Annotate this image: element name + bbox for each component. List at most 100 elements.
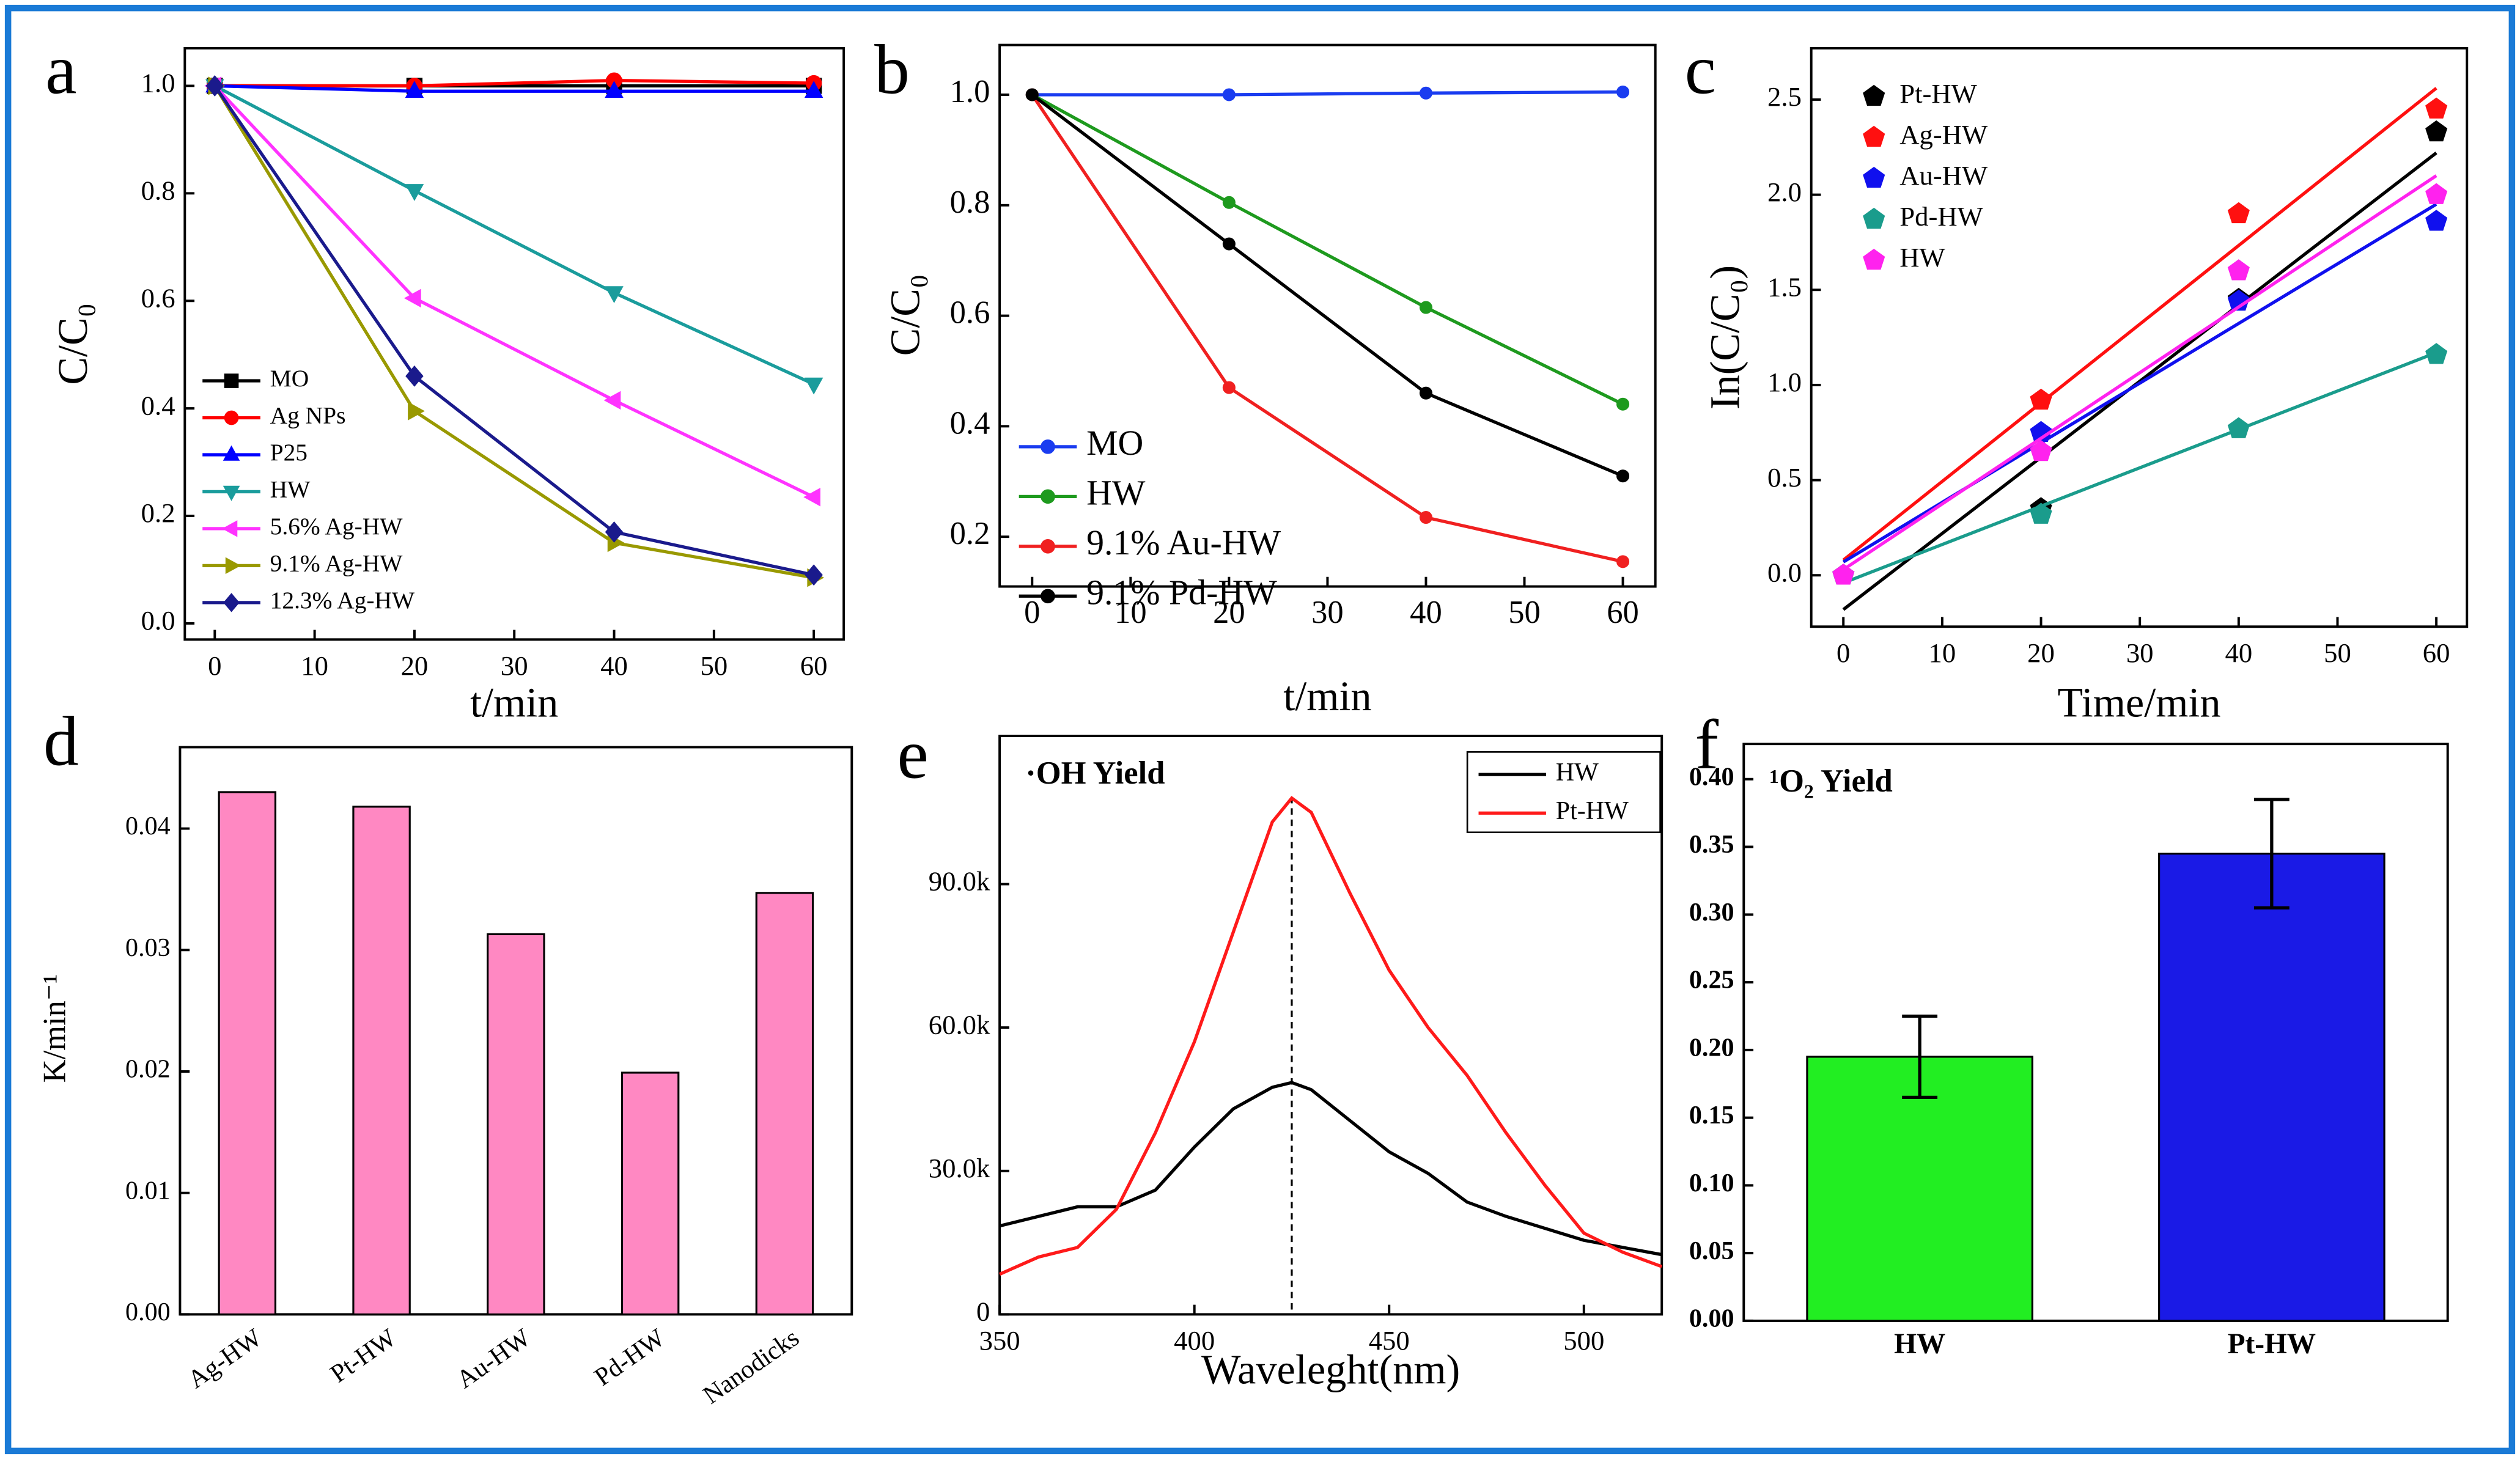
- marker: [1419, 301, 1432, 314]
- plot-frame: [183, 46, 846, 641]
- marker: [1222, 88, 1236, 101]
- marker: [405, 365, 424, 387]
- y-tick-label: 0.05: [1689, 1237, 1734, 1265]
- legend-label: 5.6% Ag-HW: [270, 513, 403, 540]
- x-axis-label: Time/min: [2057, 679, 2220, 726]
- x-tick-label: 20: [401, 650, 429, 681]
- y-axis-label: In(C/C₀): [1701, 265, 1748, 410]
- marker: [1025, 88, 1039, 101]
- x-tick-label: 20: [1213, 595, 1245, 630]
- bar: [755, 892, 814, 1315]
- panel-letter: d: [43, 703, 79, 781]
- y-tick-label: 0.15: [1689, 1101, 1734, 1130]
- series-line: [213, 84, 815, 499]
- x-axis-label: Waveleght(nm): [1201, 1346, 1460, 1392]
- y-tick-label: 0.0: [1767, 557, 1802, 587]
- marker: [603, 391, 621, 410]
- x-tick-label: 0: [1024, 595, 1040, 630]
- y-tick-label: 1.5: [1767, 271, 1802, 302]
- series-line: [213, 85, 814, 579]
- y-tick-label: 90.0k: [929, 866, 990, 897]
- y-axis-label: K/min⁻¹: [37, 974, 73, 1083]
- x-tick-label: 400: [1174, 1325, 1215, 1356]
- marker: [403, 288, 421, 308]
- series-line: [1031, 93, 1624, 478]
- marker: [222, 520, 238, 537]
- y-tick-label: 0.4: [141, 390, 175, 421]
- marker: [223, 485, 240, 501]
- marker: [2425, 343, 2448, 364]
- x-tick-label: 60: [2423, 638, 2450, 668]
- y-tick-label: 0.00: [1689, 1305, 1734, 1333]
- marker: [605, 521, 624, 543]
- marker: [2227, 202, 2250, 224]
- x-tick-label: 50: [700, 650, 728, 681]
- fit-line: [1842, 87, 2437, 562]
- y-tick-label: 0.10: [1689, 1169, 1734, 1197]
- marker: [804, 377, 823, 395]
- panel-letter: a: [45, 31, 76, 109]
- marker: [1863, 125, 1885, 147]
- marker: [1616, 397, 1630, 411]
- y-tick-label: 2.0: [1767, 177, 1802, 207]
- y-tick-label: 0.2: [141, 498, 175, 528]
- series-line: [1031, 93, 1624, 406]
- figure-border: [4, 4, 2516, 1455]
- bar: [352, 806, 411, 1315]
- series-line: [1032, 90, 1623, 97]
- series-line: [215, 84, 814, 93]
- marker: [405, 81, 424, 98]
- x-tick-label: 50: [2324, 638, 2351, 668]
- marker: [1222, 381, 1236, 394]
- y-tick-label: 1.0: [1767, 367, 1802, 397]
- plot-frame: [998, 735, 1663, 1316]
- x-tick-label: 30: [501, 650, 528, 681]
- marker: [1863, 248, 1885, 270]
- bar: [2158, 853, 2386, 1322]
- x-tick-label: 50: [1508, 595, 1541, 630]
- fit-line: [1842, 174, 2437, 571]
- legend-label: HW: [270, 476, 311, 502]
- marker: [1863, 207, 1885, 229]
- fit-line: [1843, 351, 2437, 585]
- error-bar: [2253, 798, 2290, 910]
- y-tick-label: 0.03: [125, 934, 171, 962]
- legend-label: Ag NPs: [270, 402, 346, 429]
- panel-letter: e: [897, 716, 929, 794]
- y-tick-label: 0.30: [1689, 899, 1734, 927]
- x-tick-label: HW: [1894, 1328, 1945, 1360]
- y-tick-label: 0.2: [950, 516, 990, 551]
- y-tick-label: 0.4: [950, 405, 990, 441]
- marker: [2425, 183, 2448, 204]
- marker: [1616, 85, 1630, 98]
- marker: [2425, 120, 2448, 142]
- y-tick-label: 0.25: [1689, 966, 1734, 994]
- y-tick-label: 2.5: [1767, 81, 1802, 112]
- series-line: [1031, 94, 1624, 564]
- y-axis-label: C/C₀: [882, 274, 929, 356]
- marker: [1863, 84, 1885, 106]
- legend-label: 12.3% Ag-HW: [270, 587, 415, 614]
- legend-label: Au-HW: [1899, 160, 1988, 191]
- marker: [1041, 589, 1055, 604]
- series-line: [215, 79, 814, 88]
- x-tick-label: 30: [2126, 638, 2154, 668]
- marker: [1616, 555, 1630, 568]
- marker: [2030, 388, 2052, 410]
- x-tick-label: 20: [2027, 638, 2055, 668]
- bar: [1806, 1056, 2033, 1322]
- marker: [1419, 511, 1432, 524]
- y-tick-label: 0.00: [125, 1298, 171, 1326]
- legend-box: [1466, 751, 1661, 834]
- x-tick-label: 40: [600, 650, 628, 681]
- y-tick-label: 1.0: [141, 68, 175, 98]
- bar: [621, 1071, 680, 1315]
- marker: [1419, 86, 1432, 100]
- x-tick-label: 60: [1607, 595, 1639, 630]
- series-line: [214, 84, 815, 386]
- marker: [2425, 210, 2448, 231]
- x-tick-label: 40: [2225, 638, 2252, 668]
- legend-label: MO: [1086, 423, 1143, 463]
